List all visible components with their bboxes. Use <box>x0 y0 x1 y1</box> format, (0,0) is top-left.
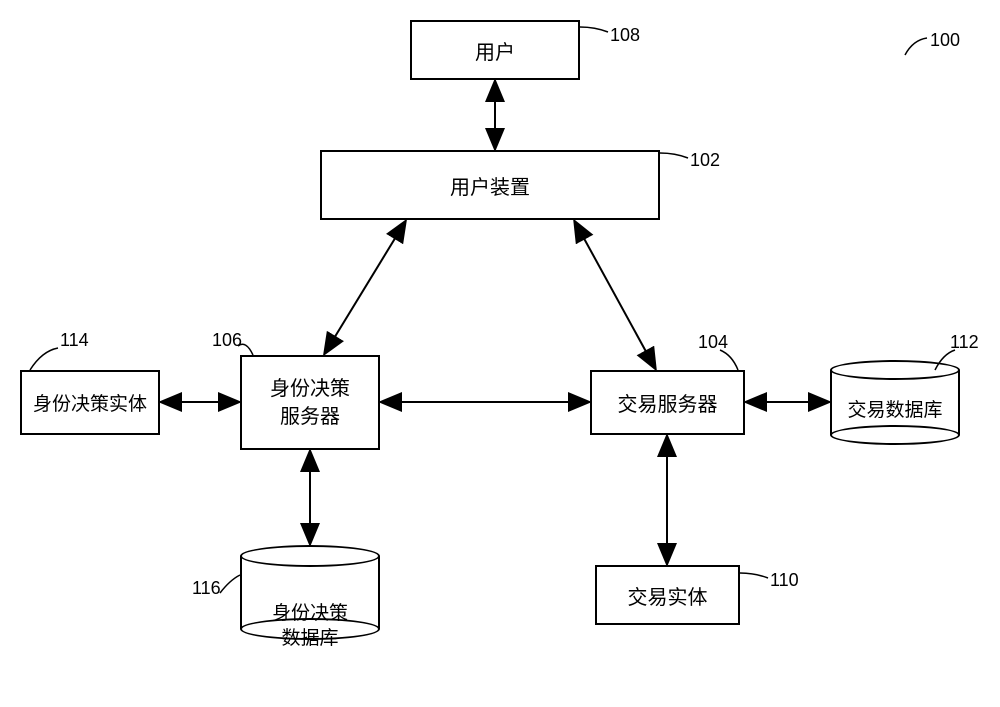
edge-userdevice-idserver <box>325 222 405 353</box>
edge-userdevice-txserver <box>575 222 655 368</box>
node-id-db-label-wrap: 身份决策 数据库 <box>240 575 380 652</box>
edges-layer <box>0 0 1000 707</box>
node-tx-db-label: 交易数据库 <box>847 400 942 421</box>
node-id-db-label: 身份决策 数据库 <box>272 603 348 650</box>
node-tx-db-label-wrap: 交易数据库 <box>830 395 960 422</box>
